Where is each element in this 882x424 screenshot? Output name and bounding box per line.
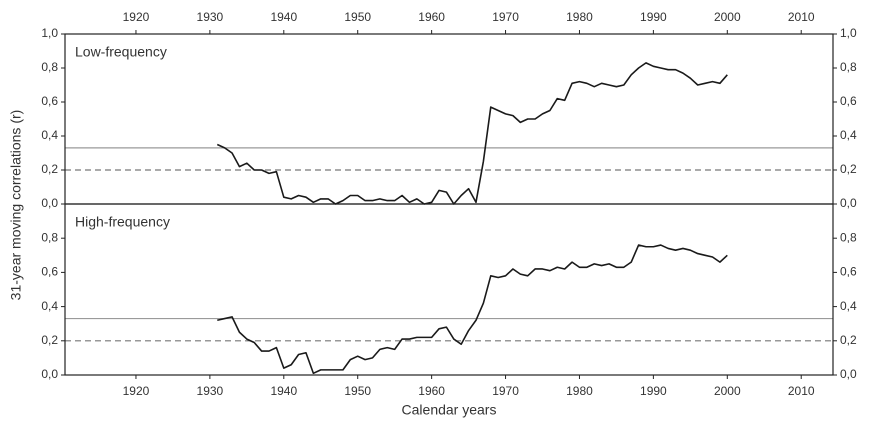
x-tick-label: 2010 (788, 10, 815, 24)
y2-tick-label: 0,6 (840, 265, 857, 279)
plot-frame (64, 203, 834, 376)
y2-tick-label: 0,4 (840, 128, 857, 142)
x-tick-label: 1940 (270, 10, 297, 24)
plot-frame (64, 33, 834, 205)
y-tick-label: 0,4 (41, 128, 58, 142)
data-line (217, 244, 728, 375)
x-tick-label: 1940 (270, 384, 297, 398)
y-tick-label: 0,2 (41, 333, 58, 347)
y2-tick-label: 0,6 (840, 94, 857, 108)
x-tick-label: 1920 (123, 384, 150, 398)
panel-title: High-frequency (75, 214, 170, 230)
x-tick-label: 2000 (714, 10, 741, 24)
y-tick-label: 0,6 (41, 265, 58, 279)
x-tick-label: 1930 (197, 10, 224, 24)
y-tick-label: 0,0 (41, 196, 58, 210)
x-tick-label: 1970 (492, 10, 519, 24)
x-tick-label: 1920 (123, 10, 150, 24)
y2-tick-label: 0,8 (840, 60, 857, 74)
data-line (216, 62, 728, 205)
y-tick-label: 0,8 (41, 60, 58, 74)
x-tick-label: 2010 (788, 384, 815, 398)
panel-title: Low-frequency (75, 44, 167, 60)
x-tick-label: 1990 (640, 384, 667, 398)
x-tick-label: 1960 (418, 10, 445, 24)
y2-tick-label: 0,8 (840, 230, 857, 244)
x-tick-label: 1950 (344, 384, 371, 398)
y-tick-label: 0,4 (41, 299, 58, 313)
y2-tick-label: 0,0 (840, 196, 857, 210)
x-tick-label: 1980 (566, 384, 593, 398)
x-axis-label: Calendar years (402, 402, 497, 418)
x-tick-label: 2000 (714, 384, 741, 398)
y2-tick-label: 0,2 (840, 162, 857, 176)
y2-tick-label: 0,2 (840, 333, 857, 347)
y-axis-label: 31-year moving correlations (r) (8, 110, 24, 301)
x-tick-label: 1980 (566, 10, 593, 24)
y-tick-label: 0,8 (41, 230, 58, 244)
y2-tick-label: 0,0 (840, 367, 857, 381)
y-tick-label: 1,0 (41, 26, 58, 40)
x-tick-label: 1930 (197, 384, 224, 398)
y2-tick-label: 0,4 (840, 299, 857, 313)
y2-tick-label: 1,0 (840, 26, 857, 40)
x-tick-label: 1970 (492, 384, 519, 398)
x-tick-label: 1960 (418, 384, 445, 398)
y-tick-label: 0,0 (41, 367, 58, 381)
x-tick-label: 1950 (344, 10, 371, 24)
y-tick-label: 0,6 (41, 94, 58, 108)
x-tick-label: 1990 (640, 10, 667, 24)
y-tick-label: 0,2 (41, 162, 58, 176)
